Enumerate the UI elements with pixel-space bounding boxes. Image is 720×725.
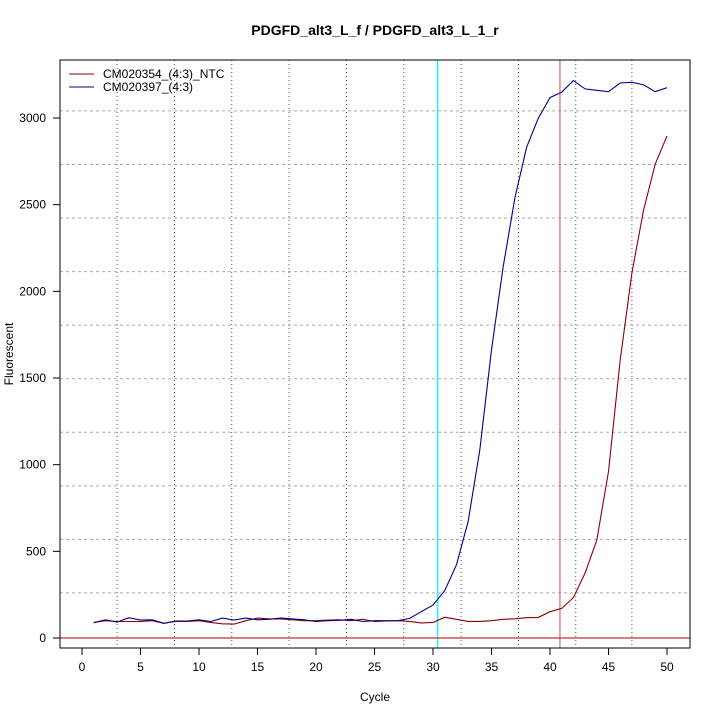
- legend-label: CM020354_(4:3)_NTC: [103, 67, 225, 81]
- chart-title: PDGFD_alt3_L_f / PDGFD_alt3_L_1_r: [251, 22, 499, 38]
- x-tick-label: 30: [426, 660, 440, 674]
- y-tick-label: 0: [39, 631, 46, 645]
- y-tick-label: 1000: [19, 458, 46, 472]
- y-tick-label: 2000: [19, 284, 46, 298]
- threshold-lines: [60, 60, 690, 648]
- x-tick-label: 10: [192, 660, 206, 674]
- plot-frame: [59, 59, 691, 649]
- grid: [60, 60, 690, 648]
- y-tick-label: 1500: [19, 371, 46, 385]
- x-tick-label: 35: [485, 660, 499, 674]
- series-line-1: [93, 79, 668, 624]
- x-tick-label: 0: [79, 660, 86, 674]
- y-tick-label: 3000: [19, 111, 46, 125]
- x-tick-label: 5: [137, 660, 144, 674]
- y-tick-label: 2500: [19, 198, 46, 212]
- x-axis-label: Cycle: [360, 690, 390, 704]
- x-axis: 0 5 10 15 20 25 30 35 40 45 50: [79, 647, 674, 674]
- series-lines: [93, 79, 668, 625]
- series-line-0: [93, 135, 668, 625]
- x-tick-label: 50: [660, 660, 674, 674]
- y-axis: 0 500 1000 1500 2000 2500 3000: [19, 111, 61, 645]
- legend-label: CM020397_(4:3): [103, 80, 193, 94]
- y-tick-label: 500: [26, 544, 46, 558]
- x-tick-label: 20: [309, 660, 323, 674]
- x-tick-label: 25: [368, 660, 382, 674]
- x-tick-label: 40: [543, 660, 557, 674]
- y-axis-label: Fluorescent: [2, 322, 16, 385]
- x-tick-label: 15: [251, 660, 265, 674]
- x-tick-label: 45: [602, 660, 616, 674]
